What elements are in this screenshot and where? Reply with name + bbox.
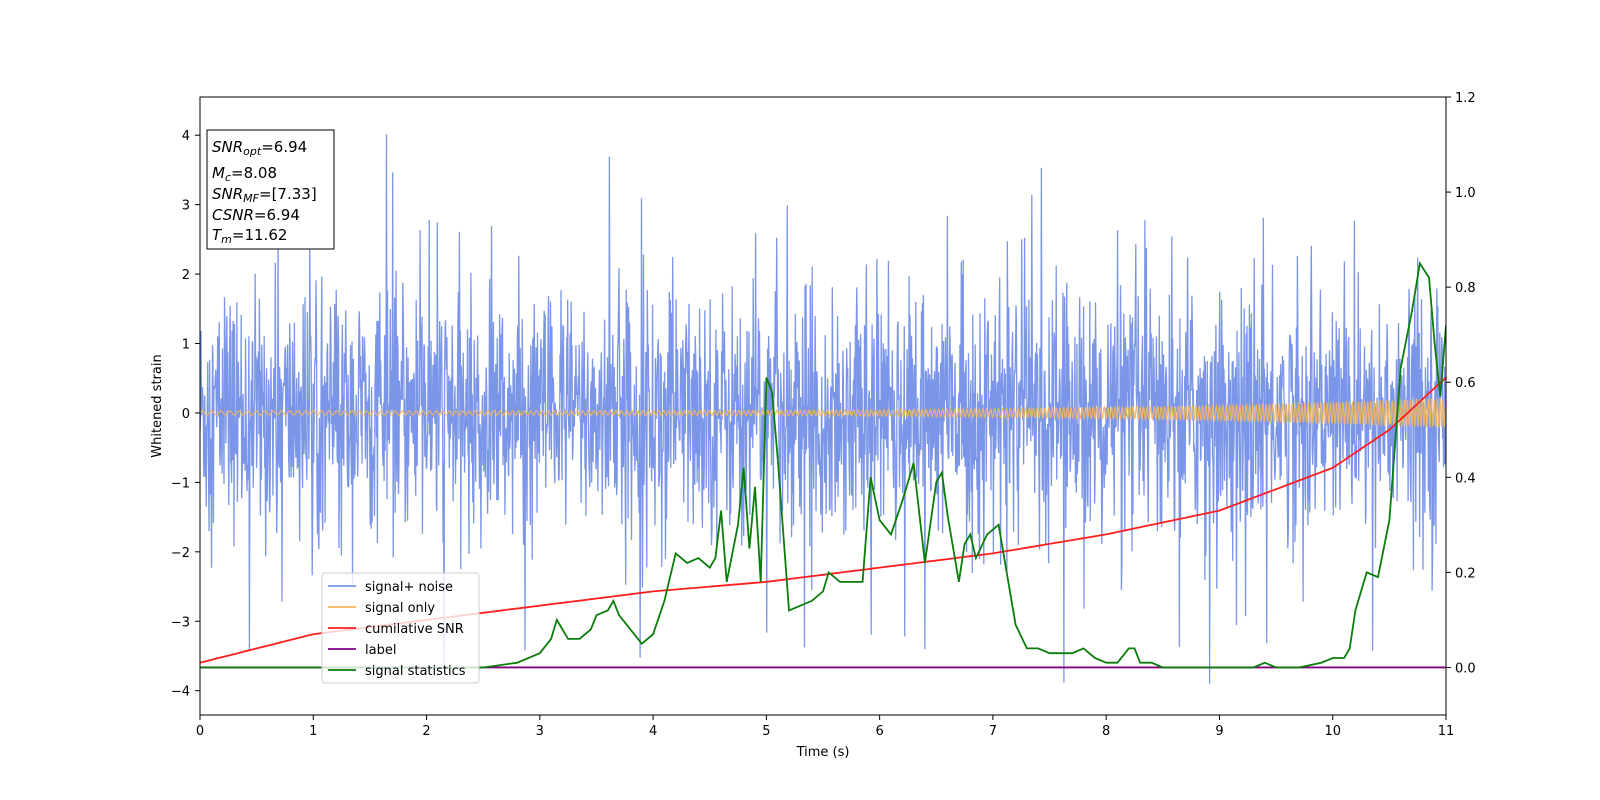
x-tick-label: 6 [875, 724, 883, 739]
legend-label: signal statistics [365, 664, 466, 679]
x-tick-label: 10 [1324, 724, 1341, 739]
y-axis-label: Whitened strain [150, 354, 165, 457]
y-tick-label: −4 [171, 685, 190, 700]
stats-line: SNRMF=[7.33] [212, 185, 317, 205]
signal-noise-line [200, 134, 1446, 684]
y-axis-right: 0.0 0.2 0.4 0.6 0.8 1.0 1.2 [1446, 91, 1476, 676]
x-axis: 0 1 2 3 4 5 6 7 8 9 10 11 [196, 715, 1454, 739]
legend-label: label [365, 643, 396, 658]
y2-tick-label: 1.0 [1455, 186, 1476, 201]
y-tick-label: 3 [182, 199, 190, 214]
stats-line: SNRopt=6.94 [212, 138, 307, 158]
signal-only-line [200, 397, 1446, 429]
y2-tick-label: 0.2 [1455, 566, 1476, 581]
y-axis-left: −4 −3 −2 −1 0 1 2 3 4 [171, 129, 200, 700]
y2-tick-label: 0.6 [1455, 376, 1476, 391]
stats-line: CSNR=6.94 [212, 206, 300, 224]
y-tick-label: −2 [171, 546, 190, 561]
legend-label: signal only [365, 601, 435, 616]
x-tick-label: 3 [536, 724, 544, 739]
y2-tick-label: 0.8 [1455, 281, 1476, 296]
stats-box-frame [206, 129, 335, 250]
x-tick-label: 11 [1438, 724, 1455, 739]
stats-line: Tm=11.62 [212, 226, 287, 246]
y2-tick-label: 0.0 [1455, 661, 1476, 676]
legend-frame [321, 572, 480, 684]
y-tick-label: 0 [182, 407, 190, 422]
signal-statistics-line [200, 260, 1446, 669]
x-tick-label: 1 [309, 724, 317, 739]
legend: signal+ noise signal only cumilative SNR la… [321, 572, 480, 684]
y-tick-label: 1 [182, 338, 190, 353]
y-tick-label: −1 [171, 476, 190, 491]
stats-line: Mc=8.08 [212, 164, 277, 184]
x-tick-label: 7 [989, 724, 997, 739]
x-tick-label: 0 [196, 724, 204, 739]
x-tick-label: 9 [1215, 724, 1223, 739]
legend-label: signal+ noise [365, 580, 453, 595]
x-tick-label: 8 [1102, 724, 1110, 739]
y-tick-label: −3 [171, 615, 190, 630]
y2-tick-label: 1.2 [1455, 91, 1476, 106]
x-tick-label: 4 [649, 724, 657, 739]
y-tick-label: 4 [182, 129, 190, 144]
plot-frame [199, 96, 1447, 716]
y-tick-label: 2 [182, 268, 190, 283]
x-axis-label: Time (s) [796, 745, 850, 760]
x-tick-label: 5 [762, 724, 770, 739]
x-tick-label: 2 [422, 724, 430, 739]
legend-label: cumilative SNR [365, 622, 464, 637]
y2-tick-label: 0.4 [1455, 471, 1476, 486]
